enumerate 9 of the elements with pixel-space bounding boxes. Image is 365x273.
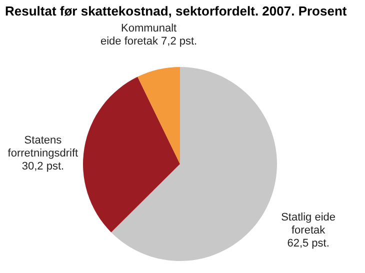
pie-slice [83, 76, 180, 232]
pie-slice [111, 67, 277, 261]
data-label: 30,2 pst. [22, 160, 64, 173]
slice-label: Kommunalt eide foretak 7,2 pst. [100, 22, 198, 48]
chart-title: Resultat før skattekostnad, sektorfordelt. 2007. Prosent [5, 4, 348, 19]
slice-label: Statens forretningsdrift [8, 134, 78, 160]
pie-slice [138, 67, 180, 164]
data-label: 62,5 pst. [287, 237, 330, 250]
slice-label: Statlig eide foretak [281, 211, 336, 236]
